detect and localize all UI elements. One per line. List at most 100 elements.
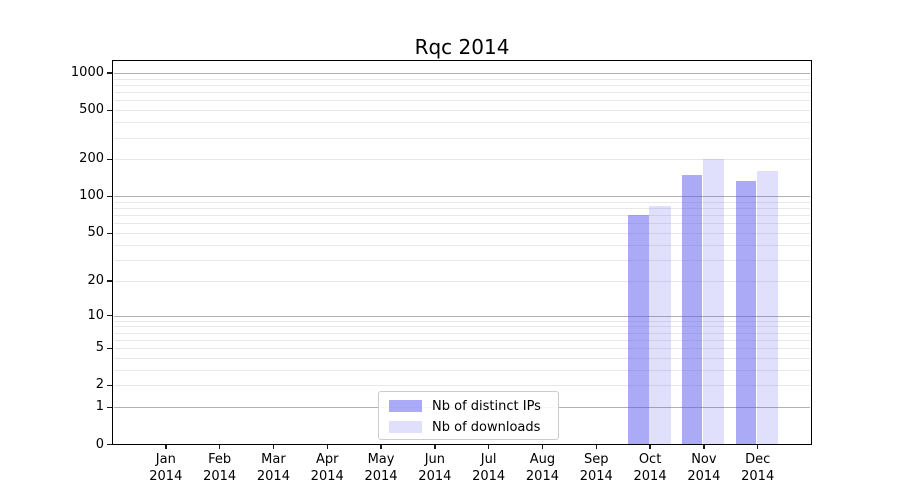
x-tick-year: 2014 <box>418 468 452 484</box>
x-tick-year: 2014 <box>364 468 398 484</box>
x-tick-label: Jan 2014 <box>134 452 198 485</box>
y-tick-label: 100 <box>79 188 104 204</box>
minor-gridline <box>113 223 810 225</box>
bar-oct-distinct-ips <box>628 215 649 445</box>
x-tick-year: 2014 <box>741 468 775 484</box>
minor-gridline <box>113 259 810 261</box>
x-tick-label: Sep 2014 <box>564 452 628 485</box>
bar-nov-downloads <box>703 159 725 445</box>
minor-gridline <box>113 92 810 94</box>
x-tick-mark <box>326 444 328 449</box>
minor-gridline <box>113 326 810 328</box>
x-tick-year: 2014 <box>203 468 237 484</box>
x-tick-mark <box>219 444 221 449</box>
x-tick-mark <box>488 444 490 449</box>
minor-gridline <box>113 320 810 322</box>
y-tick-label: 2 <box>95 377 104 393</box>
x-tick-month: Nov <box>691 452 717 467</box>
x-tick-mark <box>649 444 651 449</box>
legend-label: Nb of downloads <box>432 419 541 435</box>
x-tick-year: 2014 <box>149 468 183 484</box>
minor-gridline <box>113 244 810 246</box>
x-tick-year: 2014 <box>633 468 667 484</box>
x-tick-label: Oct 2014 <box>618 452 682 485</box>
minor-gridline <box>113 78 810 80</box>
x-tick-month: Apr <box>315 452 339 467</box>
bar-dec-distinct-ips <box>735 181 757 445</box>
x-tick-label: Feb 2014 <box>188 452 252 485</box>
minor-gridline <box>113 280 810 282</box>
minor-gridline <box>113 332 810 334</box>
x-tick-label: Apr 2014 <box>295 452 359 485</box>
legend-row: Nb of distinct IPs <box>389 399 548 414</box>
x-tick-month: Feb <box>208 452 232 467</box>
x-tick-mark <box>380 444 382 449</box>
minor-gridline <box>113 233 810 235</box>
x-tick-label: May 2014 <box>349 452 413 485</box>
y-tick-mark <box>106 109 112 111</box>
legend-row: Nb of downloads <box>389 419 548 435</box>
minor-gridline <box>113 201 810 203</box>
minor-gridline <box>113 215 810 217</box>
y-tick-label: 10 <box>87 307 104 323</box>
legend-swatch <box>389 421 422 433</box>
minor-gridline <box>113 137 810 139</box>
y-tick-label: 1000 <box>70 64 104 80</box>
x-tick-label: Jun 2014 <box>403 452 467 485</box>
y-tick-mark <box>106 347 112 349</box>
x-tick-label: Mar 2014 <box>241 452 305 485</box>
y-tick-label: 0 <box>95 436 104 452</box>
x-tick-month: Jun <box>424 452 445 467</box>
minor-gridline <box>113 100 810 102</box>
x-tick-label: Jul 2014 <box>457 452 521 485</box>
x-tick-mark <box>272 444 275 449</box>
y-tick-label: 5 <box>95 340 104 356</box>
y-tick-mark <box>106 444 112 446</box>
x-tick-month: Sep <box>584 452 609 467</box>
x-tick-label: Dec 2014 <box>726 452 790 485</box>
x-tick-month: Aug <box>529 452 556 467</box>
bar-dec-downloads <box>756 171 779 445</box>
x-tick-month: Oct <box>638 452 662 467</box>
minor-gridline <box>113 357 810 359</box>
y-tick-mark <box>106 384 112 387</box>
minor-gridline <box>113 385 810 387</box>
x-tick-mark <box>595 444 597 449</box>
x-tick-year: 2014 <box>525 468 559 484</box>
legend: Nb of distinct IPs Nb of downloads <box>378 391 559 440</box>
y-tick-mark <box>106 232 112 234</box>
minor-gridline <box>113 348 810 350</box>
y-tick-mark <box>106 406 112 409</box>
minor-gridline <box>113 84 810 86</box>
x-tick-month: Mar <box>261 452 286 467</box>
chart-title: Rqc 2014 <box>414 35 510 59</box>
minor-gridline <box>113 369 810 371</box>
x-tick-mark <box>541 444 544 449</box>
minor-gridline <box>113 122 810 124</box>
y-tick-mark <box>106 315 112 317</box>
y-tick-label: 20 <box>87 272 104 288</box>
y-tick-mark <box>106 280 112 282</box>
minor-gridline <box>113 339 810 341</box>
x-tick-mark <box>165 444 167 449</box>
major-gridline <box>113 72 810 74</box>
y-tick-mark <box>106 158 112 161</box>
x-tick-month: May <box>367 452 395 467</box>
y-tick-label: 200 <box>79 151 104 167</box>
x-tick-year: 2014 <box>256 468 290 484</box>
bar-nov-distinct-ips <box>681 174 703 445</box>
x-tick-year: 2014 <box>687 468 721 484</box>
major-gridline <box>113 315 810 317</box>
x-tick-month: Jan <box>155 452 176 467</box>
x-tick-label: Nov 2014 <box>672 452 736 485</box>
x-tick-label: Aug 2014 <box>510 452 574 485</box>
y-tick-label: 50 <box>87 225 104 241</box>
minor-gridline <box>113 159 810 161</box>
minor-gridline <box>113 208 810 210</box>
minor-gridline <box>113 110 810 112</box>
x-tick-year: 2014 <box>310 468 344 484</box>
plot-area <box>112 59 812 445</box>
x-tick-mark <box>757 444 759 449</box>
major-gridline <box>113 196 810 198</box>
